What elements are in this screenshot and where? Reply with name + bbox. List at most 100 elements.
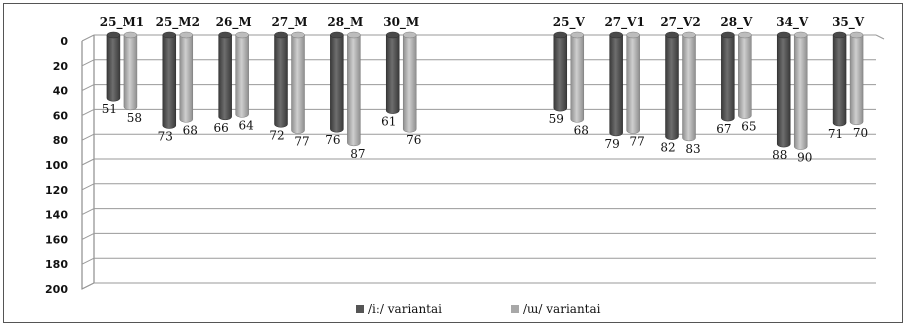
data-label: 64 [239, 118, 255, 132]
bar [106, 34, 121, 102]
data-label: 70 [853, 126, 868, 140]
bar-cap [793, 31, 808, 39]
legend-label: /iː/ variantai [368, 302, 442, 316]
bar-cap [162, 31, 177, 39]
bar [570, 34, 585, 123]
bar [179, 34, 194, 123]
gridline-depth [81, 257, 95, 265]
bar-cap [291, 31, 305, 39]
y-tick-label: 180 [45, 258, 68, 271]
y-tick-label: 140 [45, 209, 68, 222]
gridline-depth [81, 158, 95, 166]
bar [665, 34, 679, 140]
bar-cap [274, 31, 288, 39]
gridline-depth [81, 208, 95, 216]
bar-cap [570, 31, 585, 39]
data-label: 67 [716, 122, 731, 136]
bar [218, 34, 232, 121]
bar-cap [738, 31, 752, 39]
category-label: 27_V2 [660, 15, 700, 30]
bar-cap [402, 31, 417, 39]
bar-cap [665, 31, 679, 39]
bar-cap [832, 31, 847, 39]
bar-cap [385, 31, 400, 39]
category-label: 25_V [553, 15, 586, 30]
bar [832, 34, 847, 127]
data-label: 90 [797, 151, 812, 165]
data-label: 76 [325, 133, 340, 147]
bar [402, 34, 417, 133]
bar [721, 34, 735, 122]
y-tick-label: 0 [60, 35, 68, 48]
bar-cap [626, 31, 640, 39]
gridline-depth [81, 108, 95, 116]
bar-cap [721, 31, 735, 39]
data-label: 73 [158, 130, 173, 144]
bar-cap [682, 31, 696, 39]
data-label: 82 [660, 141, 675, 155]
data-label: 51 [102, 102, 117, 116]
data-label: 65 [741, 120, 756, 134]
legend-swatch [356, 305, 364, 313]
data-label: 79 [605, 137, 620, 151]
bar-chart: 0 20 40 60 80 100 120 140 160 180 200 25_M1 51 58 25_M… [45, 15, 885, 316]
bar-cap [776, 31, 791, 39]
bar-cap [123, 31, 138, 39]
grid-cap [875, 34, 885, 40]
data-label: 77 [294, 134, 309, 148]
legend-swatch [511, 305, 519, 313]
category-label: 26_M [216, 15, 252, 30]
category-label: 25_M2 [156, 15, 200, 30]
bar [626, 34, 640, 134]
bar [609, 34, 623, 137]
data-label: 76 [406, 133, 421, 147]
gridline-depth [81, 133, 95, 141]
gridline-depth [81, 282, 95, 290]
bar-cap [330, 31, 344, 39]
y-tick-label: 200 [45, 283, 68, 296]
data-label: 88 [772, 148, 787, 162]
bar-cap [553, 31, 568, 39]
bar [385, 34, 400, 114]
y-tick-label: 60 [53, 109, 69, 122]
data-label: 68 [183, 123, 198, 137]
bar-cap [849, 31, 864, 39]
bar-cap [609, 31, 623, 39]
gridline-depth [81, 232, 95, 240]
bar [776, 34, 791, 148]
bar [793, 34, 808, 150]
bar-cap [179, 31, 194, 39]
data-label: 58 [127, 111, 142, 125]
legend-label: /ɯ/ variantai [523, 302, 601, 316]
bar [235, 34, 249, 118]
bar-cap [218, 31, 232, 39]
bar-cap [235, 31, 249, 39]
data-label: 83 [685, 142, 700, 156]
y-tick-label: 20 [53, 60, 69, 73]
data-label: 72 [269, 128, 284, 142]
y-tick-label: 100 [45, 159, 68, 172]
y-tick-label: 80 [53, 134, 69, 147]
bar [849, 34, 864, 126]
bar [553, 34, 568, 112]
bar [682, 34, 696, 142]
data-label: 61 [381, 115, 396, 129]
y-tick-label: 160 [45, 233, 68, 246]
gridline-depth [81, 59, 95, 67]
y-tick-label: 120 [45, 184, 68, 197]
data-label: 77 [630, 134, 645, 148]
category-label: 25_M1 [100, 15, 144, 30]
category-label: 27_V1 [604, 15, 644, 30]
bar-cap [106, 31, 121, 39]
data-label: 66 [214, 121, 229, 135]
data-label: 87 [350, 147, 365, 161]
y-tick-label: 40 [53, 85, 69, 98]
data-label: 59 [549, 112, 564, 126]
category-label: 28_M [327, 15, 363, 30]
bar [274, 34, 288, 128]
chart-frame: 0 20 40 60 80 100 120 140 160 180 200 25_M1 51 58 25_M… [3, 3, 903, 323]
category-label: 28_V [720, 15, 753, 30]
bar [330, 34, 344, 133]
bar [738, 34, 752, 119]
category-label: 34_V [776, 15, 809, 30]
